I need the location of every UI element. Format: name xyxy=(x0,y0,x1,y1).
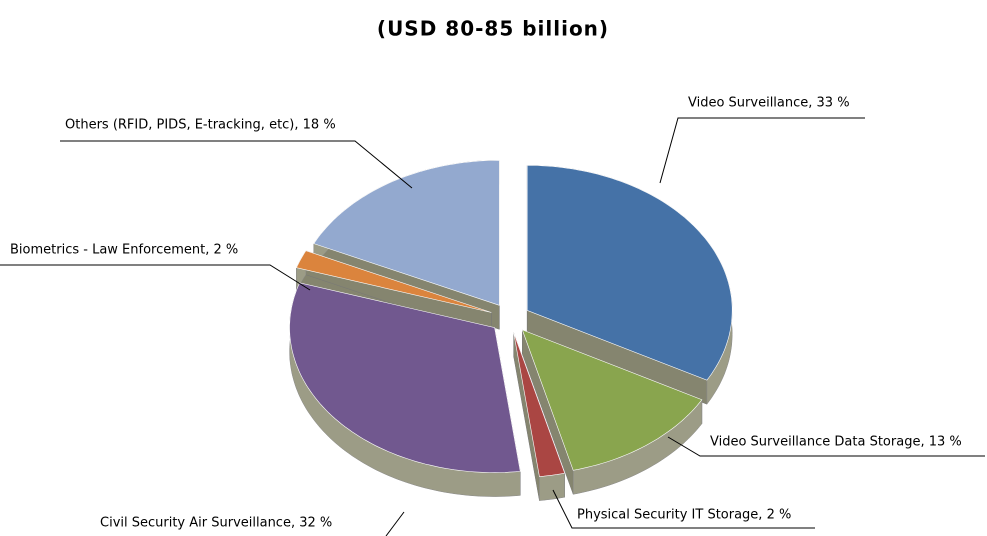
leader-line xyxy=(0,264,311,291)
chart-title: (USD 80-85 billion) xyxy=(377,17,609,41)
data-label: Others (RFID, PIDS, E-tracking, etc), 18… xyxy=(65,118,336,133)
slice-top xyxy=(289,282,521,473)
leader-line xyxy=(385,511,405,536)
data-label: Biometrics - Law Enforcement, 2 % xyxy=(10,243,238,258)
slice-side xyxy=(539,472,565,501)
data-label: Civil Security Air Surveillance, 32 % xyxy=(100,516,332,531)
leader-line xyxy=(60,140,413,189)
data-label: Video Surveillance, 33 % xyxy=(688,96,850,111)
leader-line xyxy=(667,436,985,457)
slice-top xyxy=(521,329,703,471)
leader-line xyxy=(659,117,865,184)
pie-slice xyxy=(289,282,521,497)
data-label: Physical Security IT Storage, 2 % xyxy=(577,508,791,523)
pie-slice xyxy=(526,165,733,405)
pie-slice xyxy=(521,329,703,495)
slice-top xyxy=(313,159,500,306)
data-label: Video Surveillance Data Storage, 13 % xyxy=(710,435,962,450)
slice-top xyxy=(513,332,566,477)
pie-slice xyxy=(513,332,566,501)
slice-top xyxy=(295,250,492,313)
slice-top xyxy=(526,165,733,381)
leader-line xyxy=(552,489,815,529)
